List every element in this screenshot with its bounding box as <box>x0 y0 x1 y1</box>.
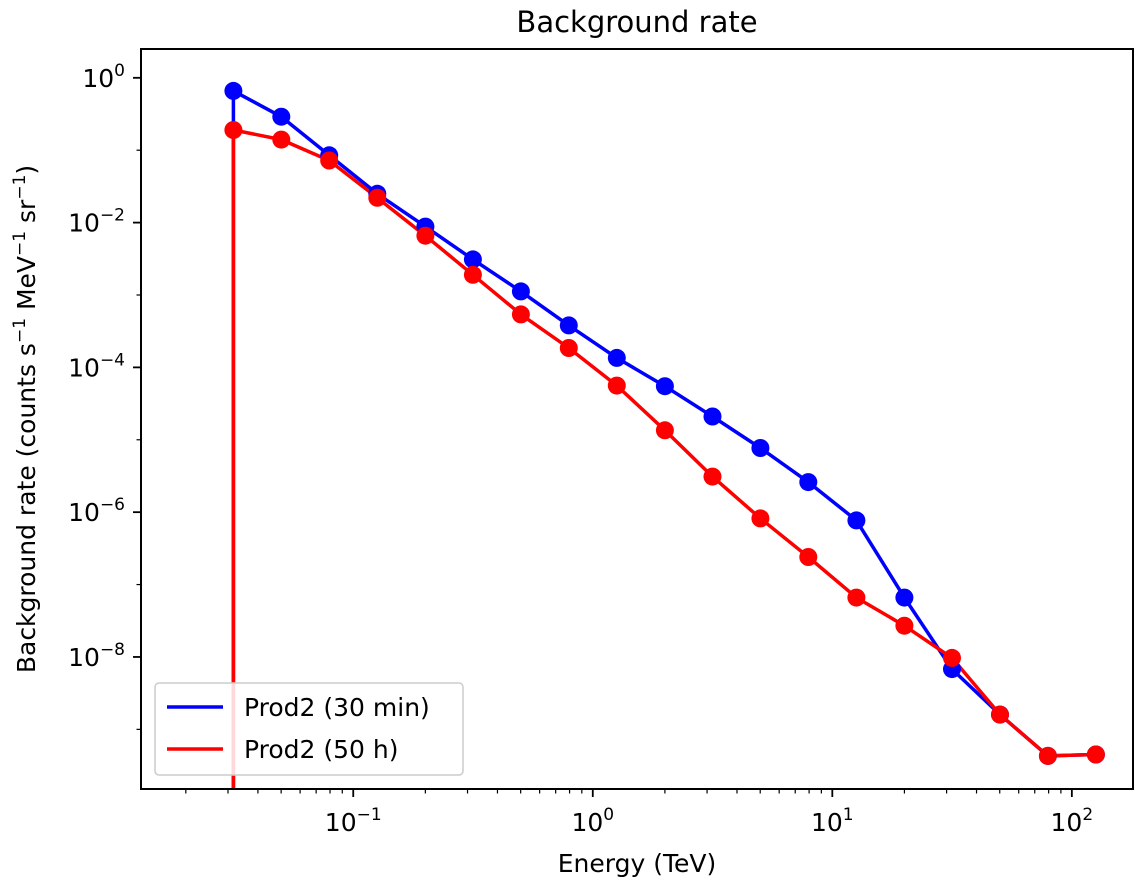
series-2-point <box>655 421 674 440</box>
series-2-point <box>895 616 914 635</box>
series-2-point <box>463 265 482 284</box>
series-2-point <box>416 226 435 245</box>
series-1-point <box>895 588 914 607</box>
series-2-point <box>272 130 291 149</box>
series-2-point <box>1038 746 1057 765</box>
x-tick-label: 100 <box>571 805 614 837</box>
y-tick-label: 10−2 <box>68 206 125 238</box>
legend-label-1: Prod2 (30 min) <box>244 693 430 722</box>
series-2-point <box>1086 745 1105 764</box>
series-1-point <box>224 81 243 100</box>
legend-label-2: Prod2 (50 h) <box>244 735 399 764</box>
x-axis-label: Energy (TeV) <box>558 849 716 878</box>
series-2-point <box>559 339 578 357</box>
y-tick-label: 10−6 <box>68 495 125 527</box>
y-tick-label: 100 <box>82 61 125 93</box>
x-tick-label: 101 <box>811 805 854 837</box>
y-tick-label: 10−8 <box>68 640 125 672</box>
series-2-point <box>991 705 1009 724</box>
x-tick-label: 102 <box>1051 805 1094 837</box>
series-2-point <box>320 151 339 170</box>
series-1-point <box>559 316 578 335</box>
series-2-point <box>511 305 530 324</box>
series-1-point <box>655 377 674 396</box>
series-1-point <box>847 511 866 530</box>
y-tick-label: 10−4 <box>68 350 125 382</box>
plot-frame <box>140 48 1134 790</box>
series-2-point <box>751 509 770 528</box>
x-tick-label: 10−1 <box>325 805 382 837</box>
series-1-point <box>703 407 722 426</box>
series-1-point <box>751 439 770 457</box>
series-2-point <box>607 376 626 395</box>
series-1-point <box>272 107 291 126</box>
axes: 10−1 100 101 102 100 10−2 10−4 10−6 10−8 <box>68 61 1093 837</box>
series-2-point <box>799 548 818 566</box>
legend: Prod2 (30 min) Prod2 (50 h) <box>154 682 464 776</box>
series-2-point <box>703 467 722 486</box>
series-2-point <box>943 648 961 667</box>
plot-area <box>224 81 1105 789</box>
series-1-point <box>607 348 626 367</box>
series-2-point <box>847 588 866 607</box>
series-1-point <box>799 473 818 492</box>
series-2-point <box>224 121 243 139</box>
legend-box <box>154 682 464 776</box>
series-1-point <box>463 250 482 269</box>
y-axis-label: Background rate (counts s−1 MeV−1 sr−1) <box>10 165 41 673</box>
chart-title: Background rate <box>516 5 757 39</box>
series-line-2 <box>231 128 1096 789</box>
series-2-point <box>368 188 387 207</box>
series-1-point <box>511 282 530 301</box>
